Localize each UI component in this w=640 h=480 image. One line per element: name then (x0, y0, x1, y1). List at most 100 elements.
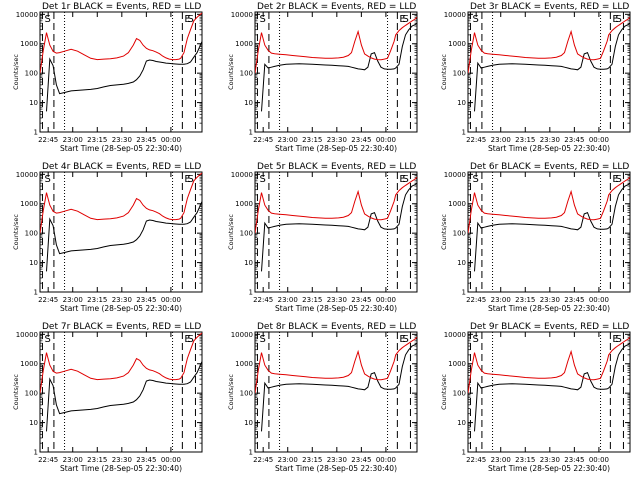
y-tick-label: 10 (244, 99, 253, 107)
x-tick-label: 23:45 (136, 296, 156, 304)
y-tick-label: 1 (34, 289, 38, 297)
y-tick-label: 1 (462, 449, 466, 457)
y-tick-label: 10000 (231, 331, 253, 339)
series-events-line (46, 361, 202, 432)
y-tick-label: 100 (25, 390, 38, 398)
y-tick-label: 10 (244, 419, 253, 427)
x-tick-label: 23:15 (87, 296, 107, 304)
annotation-letter: E (612, 334, 618, 345)
x-tick-label: 22:45 (253, 296, 273, 304)
y-tick-label: 1 (249, 289, 253, 297)
y-tick-label: 100 (25, 70, 38, 78)
x-tick-label: 23:45 (351, 456, 371, 464)
series-lld-line (468, 336, 630, 394)
panel-4: Det 4r BLACK = Events, RED = LLD 1 10 100 10… (12, 162, 203, 313)
x-tick-label: 23:30 (327, 296, 347, 304)
panel-title: Det 5r BLACK = Events, RED = LLD (257, 162, 416, 172)
annotation-letter: S (44, 334, 50, 345)
panel-title: Det 8r BLACK = Events, RED = LLD (257, 322, 416, 332)
x-tick-label: 22:45 (253, 136, 273, 144)
panel-title: Det 9r BLACK = Events, RED = LLD (470, 322, 629, 332)
x-axis-title: Start Time (28-Sep-05 22:30:40) (275, 144, 397, 153)
series-lld-line (468, 16, 630, 74)
x-tick-label: 00:00 (589, 296, 609, 304)
y-tick-label: 10 (457, 99, 466, 107)
annotation-letter: E (399, 174, 405, 185)
x-tick-label: 00:00 (161, 456, 181, 464)
annotation-letter: S (472, 334, 478, 345)
series-events-line (261, 22, 417, 112)
y-tick-label: 1 (34, 129, 38, 137)
annotation-letter: S (615, 334, 621, 345)
annotation-letter: S (259, 334, 265, 345)
series-lld-line (255, 336, 417, 394)
y-axis-title: Counts/sec (227, 54, 235, 90)
x-tick-label: 23:00 (63, 136, 83, 144)
x-tick-label: 23:30 (112, 296, 132, 304)
panel-1: Det 1r BLACK = Events, RED = LLD 1 10 100 10… (12, 2, 203, 153)
x-tick-label: 23:15 (302, 296, 322, 304)
series-events-line (261, 342, 417, 432)
y-tick-label: 1000 (448, 40, 466, 48)
series-events-line (474, 22, 630, 112)
annotation-letter: S (402, 334, 408, 345)
y-tick-label: 1000 (448, 200, 466, 208)
x-axis-title: Start Time (28-Sep-05 22:30:40) (488, 304, 610, 313)
x-tick-label: 23:15 (515, 136, 535, 144)
series-events-line (474, 182, 630, 272)
annotation-letter: S (615, 14, 621, 25)
x-tick-label: 00:00 (161, 296, 181, 304)
y-tick-label: 1000 (20, 40, 38, 48)
series-events-line (46, 41, 202, 112)
panel-9: Det 9r BLACK = Events, RED = LLD 1 10 100 10… (440, 322, 631, 473)
x-tick-label: 23:00 (278, 136, 298, 144)
x-tick-label: 00:00 (161, 136, 181, 144)
y-tick-label: 100 (25, 230, 38, 238)
y-tick-label: 10000 (16, 11, 38, 19)
x-tick-label: 23:00 (63, 296, 83, 304)
x-tick-label: 23:00 (63, 456, 83, 464)
x-tick-label: 22:45 (466, 136, 486, 144)
annotation-letter: S (402, 174, 408, 185)
series-events-line (46, 201, 202, 272)
y-tick-label: 10000 (444, 171, 466, 179)
annotation-letter: S (259, 14, 265, 25)
x-tick-label: 23:00 (491, 136, 511, 144)
y-tick-label: 100 (453, 390, 466, 398)
x-tick-label: 23:30 (327, 136, 347, 144)
x-tick-label: 23:30 (540, 296, 560, 304)
y-tick-label: 100 (240, 390, 253, 398)
series-events-line (261, 182, 417, 272)
x-tick-label: 23:00 (491, 296, 511, 304)
y-axis-title: Counts/sec (440, 214, 448, 250)
y-tick-label: 1000 (235, 40, 253, 48)
y-axis-title: Counts/sec (440, 54, 448, 90)
y-tick-label: 1 (249, 449, 253, 457)
y-tick-label: 10000 (16, 331, 38, 339)
x-tick-label: 22:45 (38, 296, 58, 304)
x-tick-label: 23:30 (540, 136, 560, 144)
y-tick-label: 1 (462, 129, 466, 137)
y-tick-label: 10 (457, 259, 466, 267)
panel-8: Det 8r BLACK = Events, RED = LLD 1 10 100 10… (227, 322, 418, 473)
annotation-letter: S (44, 14, 50, 25)
y-tick-label: 1 (34, 449, 38, 457)
y-tick-label: 1000 (20, 360, 38, 368)
annotation-letter: S (472, 14, 478, 25)
annotation-letter: E (184, 14, 190, 25)
y-tick-label: 10000 (16, 171, 38, 179)
y-tick-label: 100 (240, 230, 253, 238)
annotation-letter: S (615, 174, 621, 185)
x-tick-label: 23:45 (564, 136, 584, 144)
x-tick-label: 23:45 (564, 456, 584, 464)
panel-7: Det 7r BLACK = Events, RED = LLD 1 10 100 10… (12, 322, 203, 473)
x-tick-label: 23:30 (540, 456, 560, 464)
y-axis-title: Counts/sec (12, 374, 20, 410)
y-tick-label: 1 (249, 129, 253, 137)
x-tick-label: 22:45 (38, 456, 58, 464)
x-tick-label: 23:00 (278, 456, 298, 464)
y-axis-title: Counts/sec (12, 54, 20, 90)
annotation-letter: E (184, 334, 190, 345)
annotation-letter: S (472, 174, 478, 185)
